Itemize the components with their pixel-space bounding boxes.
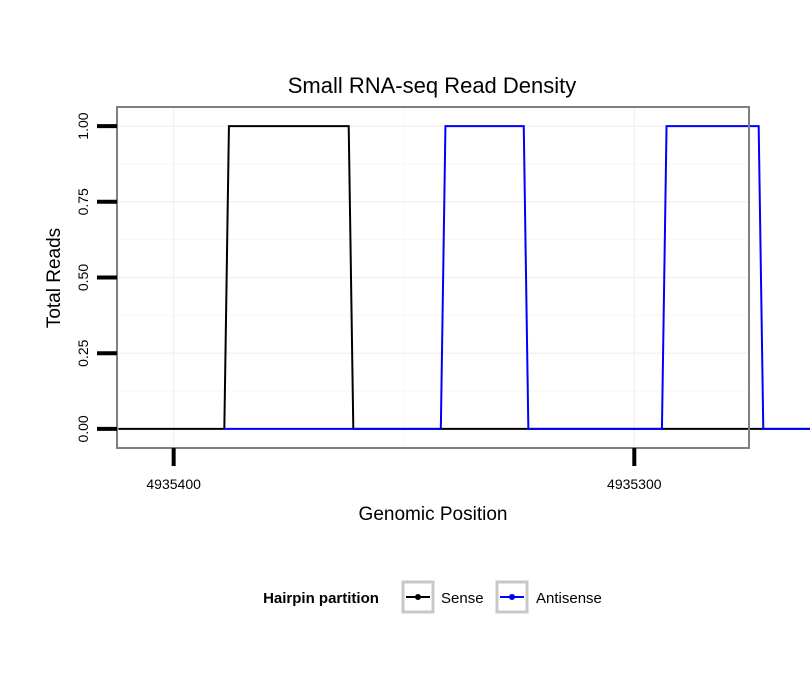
series-lines bbox=[118, 125, 810, 430]
x-tick-label: 4935300 bbox=[607, 476, 662, 492]
legend-title: Hairpin partition bbox=[263, 590, 379, 607]
legend-label-antisense: Antisense bbox=[536, 590, 602, 607]
legend: Hairpin partition Sense Antisense bbox=[263, 580, 602, 614]
y-tick-label: 0.75 bbox=[75, 188, 91, 215]
y-tick-label: 0.50 bbox=[75, 264, 91, 291]
legend-key-antisense-point bbox=[509, 594, 515, 600]
y-tick-label: 1.00 bbox=[75, 112, 91, 139]
chart-title: Small RNA-seq Read Density bbox=[288, 73, 577, 98]
x-axis-title: Genomic Position bbox=[359, 504, 508, 525]
axis-ticks: 0.00 0.25 0.50 0.75 1.00 4935400 4935300 bbox=[75, 112, 662, 492]
y-tick-label: 0.25 bbox=[75, 339, 91, 366]
y-tick-label: 0.00 bbox=[75, 415, 91, 442]
series-line-antisense bbox=[224, 125, 810, 430]
y-axis-title: Total Reads bbox=[44, 228, 65, 328]
grid-lines bbox=[117, 107, 749, 448]
legend-label-sense: Sense bbox=[441, 590, 484, 607]
legend-key-sense-point bbox=[415, 594, 421, 600]
x-tick-label: 4935400 bbox=[146, 476, 201, 492]
